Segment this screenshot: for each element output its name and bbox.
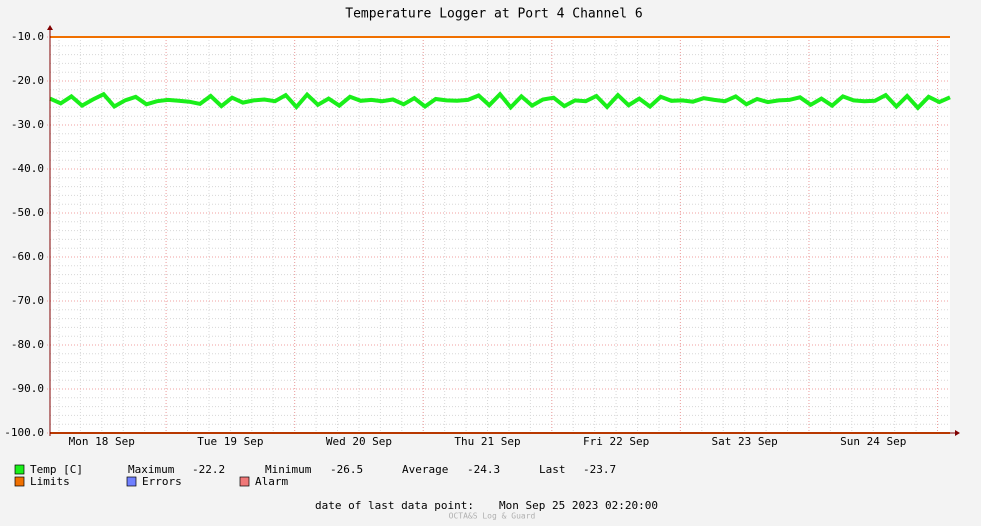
y-tick-label: -40.0 xyxy=(11,162,44,175)
stat-label: Minimum xyxy=(265,463,312,476)
x-tick-label: Sun 24 Sep xyxy=(840,435,906,448)
y-tick-label: -60.0 xyxy=(11,250,44,263)
legend-label: Errors xyxy=(142,475,182,488)
y-tick-label: -20.0 xyxy=(11,74,44,87)
legend-swatch xyxy=(126,476,137,487)
y-axis-arrow xyxy=(47,25,53,30)
stat-value: -24.3 xyxy=(467,463,500,476)
y-tick-label: -70.0 xyxy=(11,294,44,307)
stat-value: -22.2 xyxy=(192,463,225,476)
temp-line xyxy=(49,91,951,111)
axes xyxy=(47,25,960,436)
legend-swatch xyxy=(239,476,250,487)
y-tick-label: -50.0 xyxy=(11,206,44,219)
legend-swatch xyxy=(14,464,25,475)
x-tick-label: Fri 22 Sep xyxy=(583,435,649,448)
footer-value: Mon Sep 25 2023 02:20:00 xyxy=(499,499,658,512)
y-tick-label: -90.0 xyxy=(11,382,44,395)
x-tick-label: Sat 23 Sep xyxy=(712,435,778,448)
footer-label: date of last data point: xyxy=(315,499,474,512)
stat-value: -23.7 xyxy=(583,463,616,476)
legend: Temp [C] Maximum -22.2 Minimum -26.5 Average -… xyxy=(14,463,658,521)
x-tick-label: Thu 21 Sep xyxy=(454,435,520,448)
x-tick-label: Wed 20 Sep xyxy=(326,435,392,448)
y-tick-label: -10.0 xyxy=(11,30,44,43)
legend-swatch xyxy=(14,476,25,487)
chart-title: Temperature Logger at Port 4 Channel 6 xyxy=(345,7,642,22)
legend-label: Alarm xyxy=(255,475,288,488)
y-tick-label: -100.0 xyxy=(4,426,44,439)
stat-value: -26.5 xyxy=(330,463,363,476)
stat-label: Maximum xyxy=(128,463,175,476)
stat-label: Last xyxy=(539,463,566,476)
y-tick-label: -30.0 xyxy=(11,118,44,131)
x-axis-arrow xyxy=(955,430,960,436)
grid: -10.0 -20.0 -30.0 -40.0 -50.0 -60.0 -70.0 -80.0… xyxy=(4,30,950,448)
watermark: OCTA&S Log & Guard xyxy=(449,512,536,521)
stat-label: Average xyxy=(402,463,448,476)
x-tick-label: Tue 19 Sep xyxy=(197,435,263,448)
legend-label: Temp [C] xyxy=(30,463,83,476)
x-tick-label: Mon 18 Sep xyxy=(69,435,135,448)
legend-label: Limits xyxy=(30,475,70,488)
y-tick-label: -80.0 xyxy=(11,338,44,351)
